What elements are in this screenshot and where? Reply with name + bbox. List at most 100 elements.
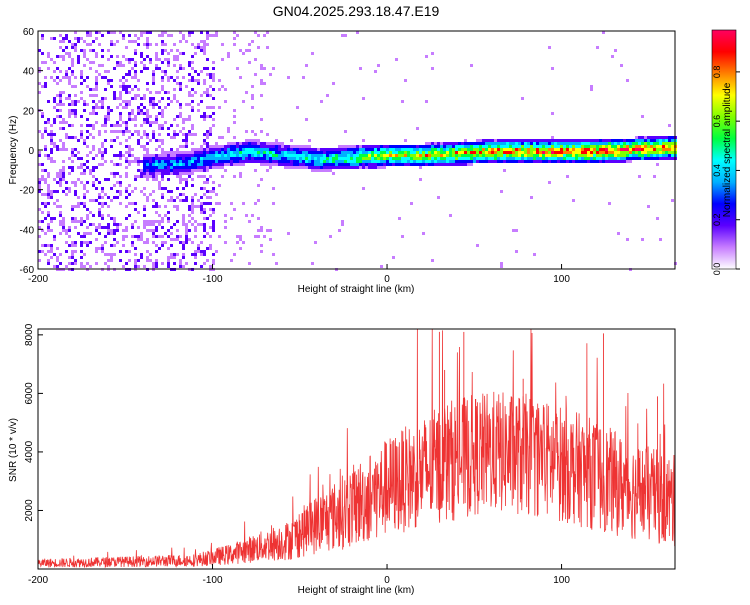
heatmap-cell: [263, 67, 266, 70]
heatmap-cell: [239, 175, 242, 178]
heatmap-cell: [662, 142, 665, 145]
heatmap-cell: [131, 244, 134, 247]
heatmap-cell: [53, 106, 56, 109]
heatmap-cell: [215, 154, 218, 157]
heatmap-cell: [248, 61, 251, 64]
heatmap-cell: [368, 157, 371, 160]
heatmap-cell: [185, 262, 188, 265]
heatmap-cell: [242, 160, 245, 163]
heatmap-cell: [641, 136, 644, 139]
heatmap-cell: [203, 139, 206, 142]
heatmap-cell: [293, 148, 296, 151]
heatmap-cell: [590, 190, 593, 193]
heatmap-cell: [86, 244, 89, 247]
heatmap-cell: [380, 166, 383, 169]
colorbar-gradient: [711, 29, 737, 270]
heatmap-cell: [665, 154, 668, 157]
heatmap-cell: [134, 262, 137, 265]
heatmap-cell: [476, 160, 479, 163]
heatmap-cell: [191, 211, 194, 214]
heatmap-cell: [65, 136, 68, 139]
heatmap-cell: [218, 226, 221, 229]
heatmap-cell: [221, 97, 224, 100]
heatmap-cell: [143, 160, 146, 163]
heatmap-cell: [671, 151, 674, 154]
heatmap-cell: [188, 103, 191, 106]
heatmap-cell: [98, 223, 101, 226]
heatmap-cell: [524, 139, 527, 142]
heatmap-cell: [530, 145, 533, 148]
heatmap-cell: [146, 82, 149, 85]
heatmap-cell: [146, 43, 149, 46]
heatmap-cell: [338, 151, 341, 154]
heatmap-cell: [62, 121, 65, 124]
heatmap-cell: [317, 166, 320, 169]
heatmap-cell: [371, 163, 374, 166]
heatmap-cell: [146, 220, 149, 223]
heatmap-cell: [641, 142, 644, 145]
heatmap-cell: [158, 160, 161, 163]
heatmap-cell: [488, 151, 491, 154]
heatmap-cell: [119, 157, 122, 160]
heatmap-cell: [86, 232, 89, 235]
heatmap-cell: [407, 133, 410, 136]
heatmap-cell: [431, 142, 434, 145]
heatmap-cell: [62, 220, 65, 223]
heatmap-cell: [203, 91, 206, 94]
heatmap-cell: [83, 163, 86, 166]
heatmap-cell: [254, 58, 257, 61]
heatmap-cell: [464, 154, 467, 157]
heatmap-cell: [164, 70, 167, 73]
heatmap-cell: [227, 154, 230, 157]
heatmap-cell: [116, 241, 119, 244]
heatmap-cell: [482, 160, 485, 163]
heatmap-cell: [185, 199, 188, 202]
heatmap-cell: [140, 190, 143, 193]
heatmap-cell: [272, 145, 275, 148]
heatmap-cell: [71, 64, 74, 67]
heatmap-cell: [281, 148, 284, 151]
heatmap-cell: [497, 145, 500, 148]
heatmap-cell: [302, 178, 305, 181]
heatmap-cell: [131, 58, 134, 61]
heatmap-cell: [260, 118, 263, 121]
heatmap-cell: [659, 142, 662, 145]
heatmap-cell: [269, 163, 272, 166]
heatmap-cell: [104, 139, 107, 142]
heatmap-cell: [473, 154, 476, 157]
heatmap-cell: [647, 148, 650, 151]
heatmap-cell: [38, 226, 41, 229]
heatmap-cell: [374, 145, 377, 148]
heatmap-cell: [179, 52, 182, 55]
heatmap-cell: [146, 157, 149, 160]
heatmap-cell: [152, 100, 155, 103]
heatmap-cell: [503, 151, 506, 154]
heatmap-cell: [188, 205, 191, 208]
snr-xtick-label: 0: [384, 575, 390, 586]
heatmap-cell: [89, 61, 92, 64]
heatmap-cell: [119, 163, 122, 166]
heatmap-cell: [323, 166, 326, 169]
heatmap-cell: [314, 157, 317, 160]
heatmap-cell: [356, 31, 359, 34]
heatmap-cell: [497, 148, 500, 151]
heatmap-cell: [125, 175, 128, 178]
heatmap-cell: [182, 157, 185, 160]
heatmap-cell: [47, 214, 50, 217]
heatmap-cell: [47, 154, 50, 157]
heatmap-cell: [290, 160, 293, 163]
heatmap-cell: [146, 118, 149, 121]
heatmap-cell: [77, 58, 80, 61]
heatmap-cell: [182, 127, 185, 130]
heatmap-cell: [389, 160, 392, 163]
heatmap-cell: [260, 244, 263, 247]
heatmap-cell: [554, 151, 557, 154]
heatmap-cell: [209, 73, 212, 76]
heatmap-cell: [410, 163, 413, 166]
heatmap-cell: [83, 109, 86, 112]
heatmap-cell: [65, 97, 68, 100]
heatmap-cell: [461, 160, 464, 163]
heatmap-cell: [98, 133, 101, 136]
heatmap-cell: [461, 163, 464, 166]
heatmap-cell: [50, 37, 53, 40]
